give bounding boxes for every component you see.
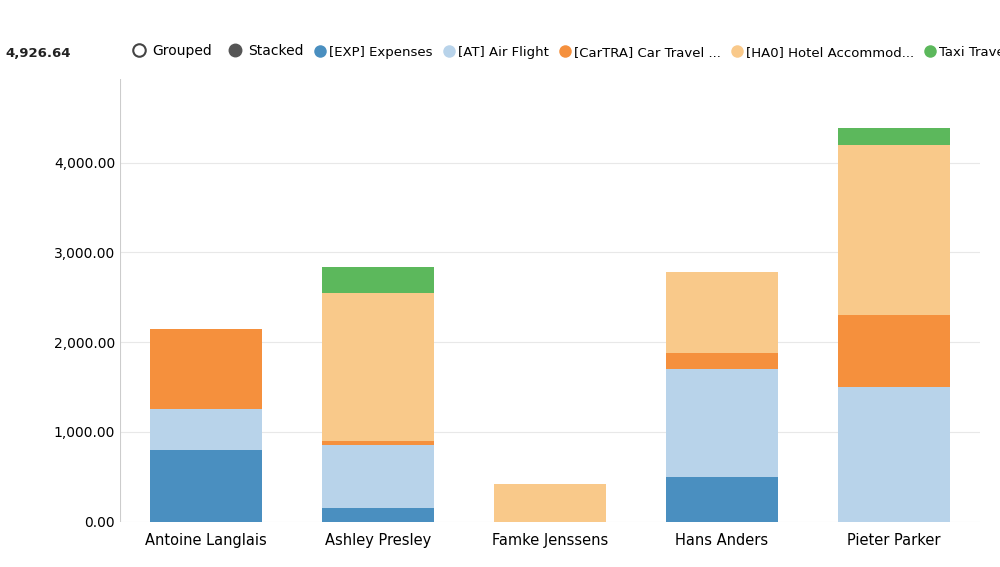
Bar	[494, 484, 606, 522]
Legend: [EXP] Expenses, [AT] Air Flight, [CarTRA] Car Travel ..., [HA0] Hotel Accommod..: [EXP] Expenses, [AT] Air Flight, [CarTRA…	[310, 40, 1000, 64]
Bar	[150, 329, 262, 409]
Bar	[838, 387, 950, 522]
Bar	[666, 369, 778, 477]
Bar	[838, 315, 950, 387]
Bar	[666, 477, 778, 522]
Bar	[666, 272, 778, 353]
Bar	[150, 409, 262, 450]
Bar	[150, 450, 262, 522]
Bar	[838, 145, 950, 315]
Bar	[322, 266, 434, 293]
Bar	[838, 129, 950, 145]
Bar	[322, 293, 434, 441]
Bar	[322, 508, 434, 522]
Text: 4,926.64: 4,926.64	[5, 46, 70, 60]
Bar	[322, 441, 434, 445]
Bar	[666, 353, 778, 369]
Bar	[322, 445, 434, 508]
